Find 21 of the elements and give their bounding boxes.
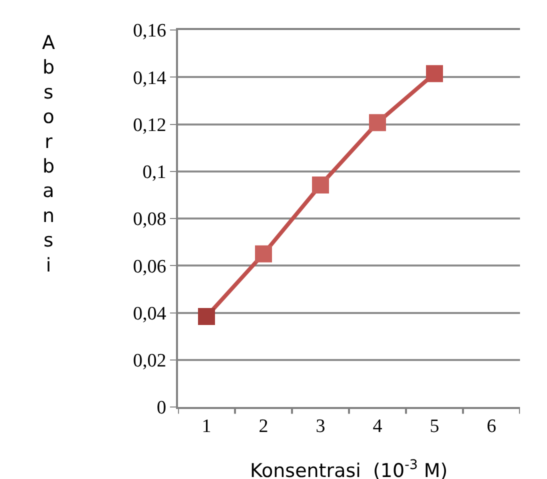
x-tick-label: 4: [372, 416, 383, 437]
y-tick-label: 0,06: [132, 256, 166, 278]
y-tick-label: 0,12: [132, 114, 166, 136]
x-tick-label: 1: [202, 416, 212, 437]
y-tick-label: 0: [156, 398, 166, 419]
x-tick-label: 6: [486, 416, 496, 437]
x-tick-label: 5: [430, 416, 440, 437]
y-tick-label: 0,04: [132, 303, 167, 324]
point: [426, 65, 443, 82]
point: [312, 176, 329, 194]
y-tick-label: 0,14: [132, 68, 167, 89]
x-tick-label: 3: [316, 416, 326, 437]
y-tick-label: 0,1: [142, 162, 166, 184]
x-tick-label: 2: [258, 416, 268, 437]
y-tick-label: 0,08: [132, 209, 166, 230]
point: [255, 245, 272, 262]
y-tick-label: 0,02: [132, 350, 166, 372]
y-tick-label: 0,16: [132, 20, 166, 42]
point: [369, 114, 386, 132]
text: Absorbansi: [42, 32, 55, 276]
point: [198, 308, 215, 326]
